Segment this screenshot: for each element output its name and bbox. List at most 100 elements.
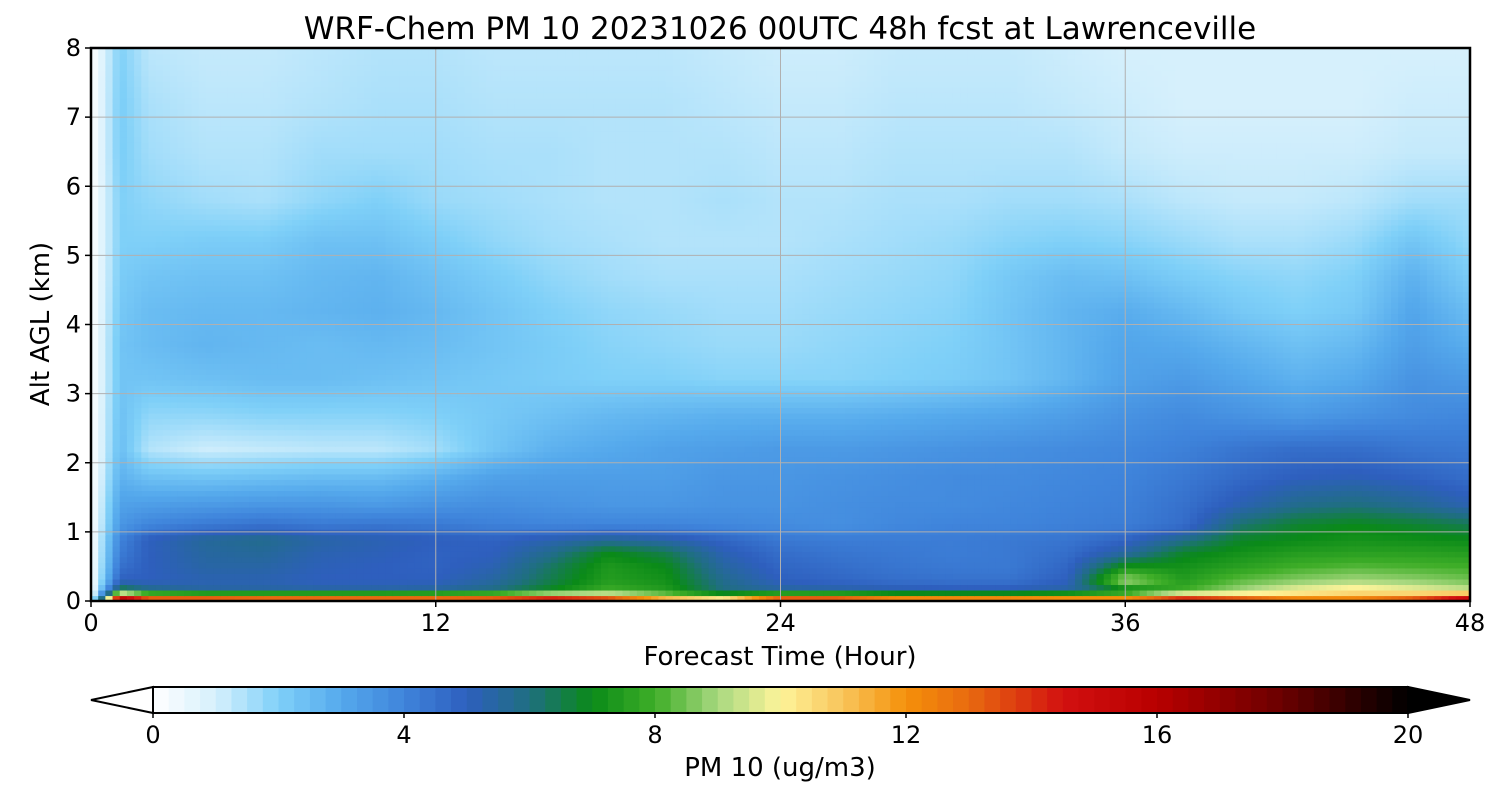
heatmap-cell <box>1412 457 1421 464</box>
heatmap-cell <box>1003 495 1011 503</box>
heatmap-cell <box>306 501 315 508</box>
heatmap-cell <box>679 562 688 569</box>
heatmap-cell <box>1024 501 1033 508</box>
heatmap-cell <box>636 468 645 475</box>
heatmap-cell <box>1067 578 1076 586</box>
heatmap-cell <box>895 534 904 541</box>
heatmap-cell <box>328 556 336 563</box>
heatmap-cell <box>170 589 178 597</box>
heatmap-cell <box>895 562 904 569</box>
heatmap-cell <box>1175 562 1184 569</box>
heatmap-cell <box>1297 462 1306 469</box>
heatmap-cell <box>1096 495 1105 503</box>
heatmap-cell <box>1254 501 1263 508</box>
heatmap-cell <box>708 462 717 469</box>
heatmap-cell <box>1240 589 1248 597</box>
heatmap-cell <box>335 534 343 541</box>
heatmap-cell <box>1118 595 1126 602</box>
heatmap-cell <box>1046 518 1055 525</box>
heatmap-cell <box>1383 518 1392 525</box>
heatmap-cell <box>751 518 760 525</box>
heatmap-cell <box>1297 534 1306 541</box>
heatmap-cell <box>1067 595 1076 602</box>
heatmap-cell <box>313 518 322 525</box>
heatmap-cell <box>514 589 523 597</box>
heatmap-cell <box>421 484 430 491</box>
heatmap-cell <box>636 462 645 469</box>
heatmap-cell <box>629 556 638 563</box>
heatmap-cell <box>938 584 947 591</box>
heatmap-cell <box>672 473 681 480</box>
heatmap-cell <box>1390 495 1399 503</box>
heatmap-cell <box>960 490 968 497</box>
heatmap-cell <box>356 501 365 508</box>
heatmap-cell <box>1024 540 1033 547</box>
heatmap-cell <box>1096 468 1105 475</box>
heatmap-cell <box>845 578 853 586</box>
heatmap-cell <box>184 562 193 569</box>
heatmap-cell <box>1175 490 1184 497</box>
heatmap-cell <box>299 540 308 547</box>
heatmap-cell <box>1110 457 1119 464</box>
heatmap-cell <box>694 490 703 497</box>
heatmap-cell <box>859 479 868 486</box>
heatmap-cell <box>888 495 897 503</box>
heatmap-cell <box>758 457 767 464</box>
heatmap-cell <box>320 573 329 580</box>
heatmap-cell <box>306 540 315 547</box>
heatmap-cell <box>1118 484 1126 491</box>
heatmap-cell <box>335 479 343 486</box>
heatmap-cell <box>679 457 688 464</box>
heatmap-cell <box>1362 495 1371 503</box>
heatmap-cell <box>658 490 667 497</box>
heatmap-cell <box>687 584 695 591</box>
heatmap-cell <box>450 562 458 569</box>
heatmap-cell <box>823 551 832 558</box>
heatmap-cell <box>1290 556 1299 563</box>
heatmap-cell <box>486 540 494 547</box>
heatmap-cell <box>809 551 818 558</box>
heatmap-cell <box>995 457 1004 464</box>
heatmap-cell <box>687 595 695 602</box>
heatmap-cell <box>1398 484 1406 491</box>
heatmap-cell <box>407 589 415 597</box>
heatmap-cell <box>378 551 387 558</box>
heatmap-cell <box>1290 573 1299 580</box>
heatmap-cell <box>895 551 904 558</box>
heatmap-cell <box>1175 573 1184 580</box>
heatmap-cell <box>1304 556 1313 563</box>
heatmap-cell <box>938 462 947 469</box>
heatmap-cell <box>536 512 545 519</box>
heatmap-cell <box>1225 578 1234 586</box>
heatmap-cell <box>679 518 688 525</box>
heatmap-cell <box>1031 562 1040 569</box>
heatmap-cell <box>478 595 487 602</box>
heatmap-cell <box>1010 556 1019 563</box>
heatmap-cell <box>687 506 695 514</box>
heatmap-cell <box>1369 578 1378 586</box>
heatmap-cell <box>148 545 157 552</box>
heatmap-cell <box>751 484 760 491</box>
heatmap-cell <box>916 484 925 491</box>
heatmap-cell <box>909 518 918 525</box>
heatmap-cell <box>1031 484 1040 491</box>
heatmap-cell <box>888 490 897 497</box>
heatmap-cell <box>141 518 150 525</box>
heatmap-cell <box>442 479 451 486</box>
heatmap-cell <box>1197 473 1205 480</box>
heatmap-cell <box>170 518 178 525</box>
heatmap-cell <box>392 534 401 541</box>
heatmap-cell <box>220 490 229 497</box>
heatmap-cell <box>464 506 473 514</box>
heatmap-cell <box>141 551 150 558</box>
heatmap-cell <box>1254 479 1263 486</box>
heatmap-cell <box>615 545 624 552</box>
heatmap-cell <box>306 595 315 602</box>
heatmap-cell <box>263 551 272 558</box>
heatmap-cell <box>1082 484 1090 491</box>
heatmap-cell <box>184 518 193 525</box>
heatmap-cell <box>758 523 767 530</box>
heatmap-cell <box>672 556 681 563</box>
heatmap-cell <box>478 540 487 547</box>
heatmap-cell <box>126 490 135 497</box>
